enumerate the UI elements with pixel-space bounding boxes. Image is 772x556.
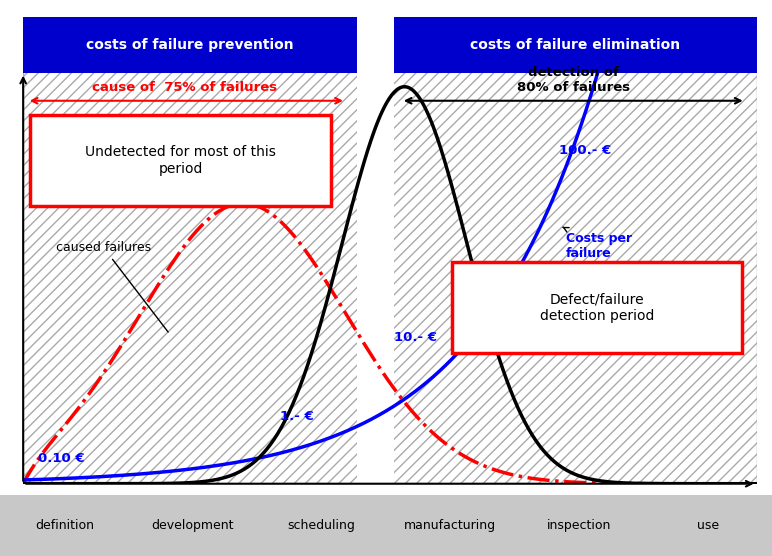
Text: 0.10 €: 0.10 € (38, 452, 84, 465)
Text: detection of
80% of failures: detection of 80% of failures (516, 66, 630, 94)
Text: manufacturing: manufacturing (405, 519, 496, 532)
Text: Undetected for most of this
period: Undetected for most of this period (86, 146, 276, 176)
Text: Defect/failure
detection period: Defect/failure detection period (540, 292, 655, 322)
Text: development: development (152, 519, 234, 532)
Text: 1.- €: 1.- € (280, 410, 313, 423)
Text: caused failures: caused failures (56, 241, 168, 332)
Text: scheduling: scheduling (288, 519, 356, 532)
Text: cause of  75% of failures: cause of 75% of failures (92, 81, 277, 94)
Text: phases of product-life-cycle: phases of product-life-cycle (569, 503, 742, 515)
Text: costs of failure elimination: costs of failure elimination (469, 38, 679, 52)
Bar (357, 17, 394, 484)
Bar (23, 17, 357, 73)
Text: costs of failure prevention: costs of failure prevention (86, 38, 293, 52)
Bar (452, 262, 742, 353)
Text: 100.- €: 100.- € (559, 144, 611, 157)
Bar (31, 115, 331, 206)
Text: inspection: inspection (547, 519, 611, 532)
Bar (394, 17, 757, 73)
Text: 10.- €: 10.- € (394, 331, 436, 344)
Text: definition: definition (35, 519, 94, 532)
Text: Costs per
failure: Costs per failure (564, 227, 632, 260)
Text: use: use (696, 519, 719, 532)
